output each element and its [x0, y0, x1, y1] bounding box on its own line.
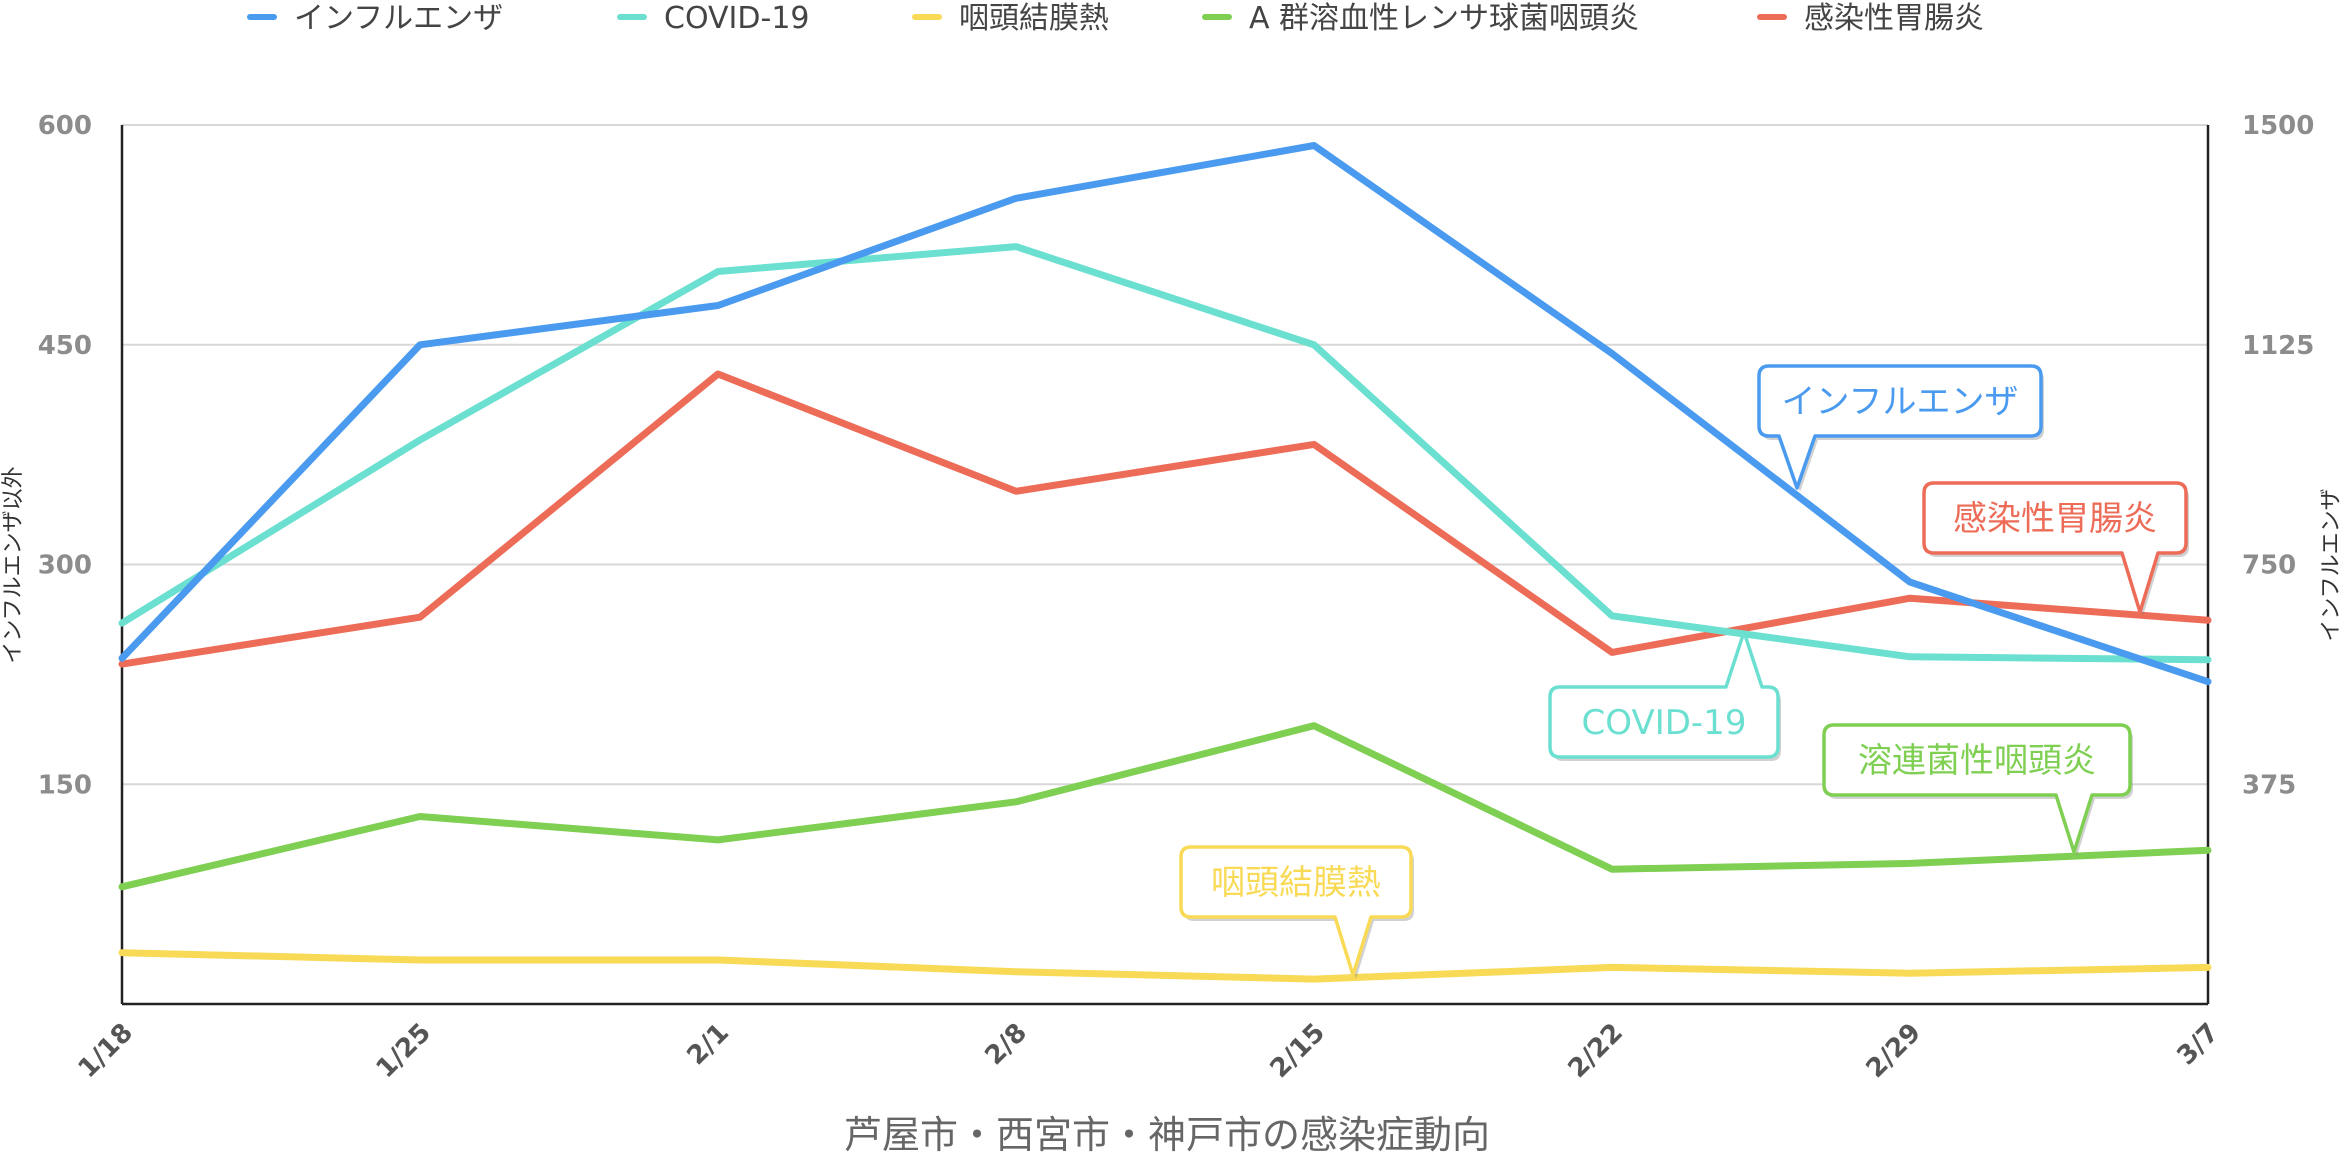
- x-tick-label: 2/15: [1265, 1018, 1331, 1084]
- legend-label: A 群溶血性レンサ球菌咽頭炎: [1249, 1, 1639, 36]
- x-tick-label: 2/22: [1563, 1018, 1629, 1084]
- x-tick-label: 2/8: [979, 1018, 1033, 1072]
- callout: インフルエンザ: [1757, 364, 2044, 492]
- callout-box: [1757, 364, 2043, 490]
- series-line: [118, 142, 2212, 686]
- legend-label: 感染性胃腸炎: [1804, 1, 1984, 36]
- series-line: [118, 243, 2212, 664]
- x-axis-caption: 芦屋市・西宮市・神戸市の感染症動向: [844, 1113, 1490, 1157]
- grid-lines: [122, 124, 2208, 786]
- callout: 感染性胃腸炎: [1922, 481, 2189, 616]
- callout-label: 溶連菌性咽頭炎: [1858, 741, 2096, 781]
- axes: [120, 125, 2210, 1006]
- y-axis-title-left: インフルエンザ以外: [1, 466, 26, 663]
- series-line: [118, 370, 2212, 668]
- callout-label: COVID-19: [1582, 703, 1747, 743]
- left-axis-ticks: 150 300 450 600: [38, 111, 92, 800]
- callout-box: [1822, 723, 2132, 854]
- legend-label: COVID-19: [664, 1, 810, 36]
- left-tick-label: 300: [38, 551, 92, 581]
- right-tick-label: 750: [2242, 551, 2296, 581]
- x-axis-ticks: 1/18 1/25 2/1 2/8 2/15 2/22 2/29 3/7: [73, 1018, 2225, 1084]
- right-axis-ticks: 375 750 1125 1500: [2242, 111, 2314, 800]
- x-tick-label: 1/18: [73, 1018, 139, 1084]
- callout-label: 感染性胃腸炎: [1953, 499, 2157, 539]
- x-tick-label: 2/29: [1861, 1018, 1927, 1084]
- callout: 咽頭結膜熱: [1179, 845, 1414, 979]
- x-tick-label: 3/7: [2171, 1018, 2225, 1072]
- left-tick-label: 150: [38, 770, 92, 800]
- series-line: [118, 949, 2212, 983]
- left-tick-label: 600: [38, 111, 92, 141]
- series-line: [118, 722, 2212, 891]
- right-tick-label: 1125: [2242, 331, 2314, 361]
- x-tick-label: 2/1: [681, 1018, 735, 1072]
- callout-box: [1179, 845, 1413, 977]
- callout: 溶連菌性咽頭炎: [1822, 723, 2133, 856]
- legend-label: インフルエンザ: [294, 1, 503, 36]
- callout-box: [1922, 481, 2188, 614]
- y-axis-title-right: インフルエンザ: [2319, 488, 2344, 641]
- right-tick-label: 375: [2242, 770, 2296, 800]
- left-tick-label: 450: [38, 331, 92, 361]
- callout-label: 咽頭結膜熱: [1211, 863, 1381, 903]
- x-tick-label: 1/25: [371, 1018, 437, 1084]
- legend: インフルエンザ COVID-19 咽頭結膜熱 A 群溶血性レンサ球菌咽頭炎 感染性胃腸炎: [247, 1, 1984, 36]
- callout: COVID-19: [1548, 630, 1781, 761]
- series-lines: [118, 142, 2212, 983]
- legend-label: 咽頭結膜熱: [959, 1, 1109, 36]
- right-tick-label: 1500: [2242, 111, 2314, 141]
- callout-label: インフルエンザ: [1782, 382, 2019, 422]
- callout-box: [1548, 630, 1780, 759]
